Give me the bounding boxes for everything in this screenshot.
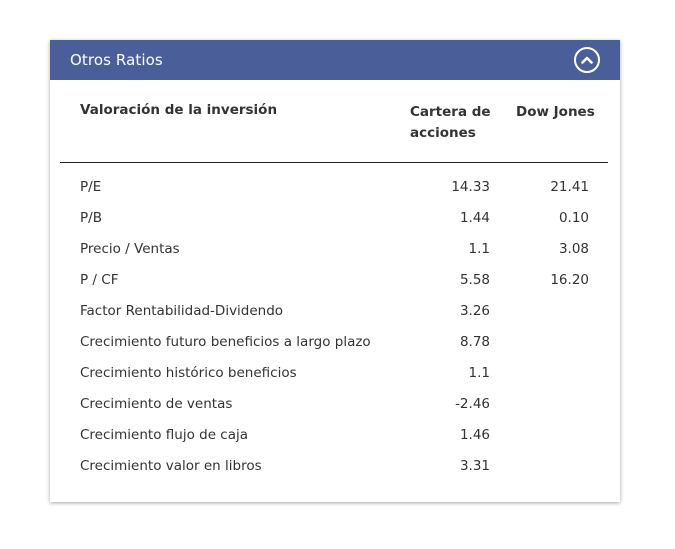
portfolio-value: 1.1 — [468, 365, 490, 381]
panel-header: Otros Ratios — [50, 40, 620, 80]
table-row: Factor Rentabilidad-Dividendo 3.26 — [50, 298, 620, 329]
other-ratios-panel: Otros Ratios Valoración de la inversión … — [50, 40, 620, 502]
metric-name: Crecimiento histórico beneficios — [80, 365, 297, 381]
metric-name: Factor Rentabilidad-Dividendo — [80, 303, 284, 319]
table-row: Crecimiento futuro beneficios a largo pl… — [50, 329, 620, 360]
metric-name: Crecimiento flujo de caja — [80, 427, 249, 443]
metric-name: Crecimiento de ventas — [80, 396, 233, 412]
metric-name: Crecimiento valor en libros — [80, 458, 262, 474]
portfolio-value: -2.46 — [455, 396, 490, 412]
table-row: Crecimiento flujo de caja 1.46 — [50, 422, 620, 453]
portfolio-value: 1.44 — [459, 210, 490, 226]
table-row: P / CF 5.58 16.20 — [50, 267, 620, 298]
chevron-up-circle-icon — [581, 56, 593, 64]
portfolio-value: 3.26 — [459, 303, 490, 319]
portfolio-value: 8.78 — [459, 334, 490, 350]
table-body: P/E 14.33 21.41 P/B 1.44 0.10 Precio / V… — [50, 174, 620, 484]
metric-name: P / CF — [80, 272, 119, 288]
portfolio-value: 1.1 — [468, 241, 490, 257]
table-row: P/B 1.44 0.10 — [50, 205, 620, 236]
benchmark-value: 16.20 — [550, 272, 589, 288]
benchmark-value: 0.10 — [558, 210, 589, 226]
benchmark-value: 3.08 — [558, 241, 589, 257]
portfolio-value: 1.46 — [459, 427, 490, 443]
table-row: Precio / Ventas 1.1 3.08 — [50, 236, 620, 267]
panel-title: Otros Ratios — [70, 51, 163, 69]
metric-name: Crecimiento futuro beneficios a largo pl… — [80, 334, 371, 350]
header-portfolio: Cartera de acciones — [410, 104, 491, 141]
header-divider — [60, 162, 608, 163]
portfolio-value: 3.31 — [459, 458, 490, 474]
header-metric: Valoración de la inversión — [80, 102, 278, 118]
collapse-button[interactable] — [574, 47, 600, 73]
metric-name: P/B — [80, 210, 102, 226]
portfolio-value: 14.33 — [451, 179, 490, 195]
metric-name: Precio / Ventas — [80, 241, 180, 257]
table-row: Crecimiento histórico beneficios 1.1 — [50, 360, 620, 391]
metric-name: P/E — [80, 179, 102, 195]
table-row: Crecimiento valor en libros 3.31 — [50, 453, 620, 484]
table-row: Crecimiento de ventas -2.46 — [50, 391, 620, 422]
benchmark-value: 21.41 — [550, 179, 589, 195]
portfolio-value: 5.58 — [459, 272, 490, 288]
header-benchmark: Dow Jones — [516, 104, 595, 120]
table-row: P/E 14.33 21.41 — [50, 174, 620, 205]
